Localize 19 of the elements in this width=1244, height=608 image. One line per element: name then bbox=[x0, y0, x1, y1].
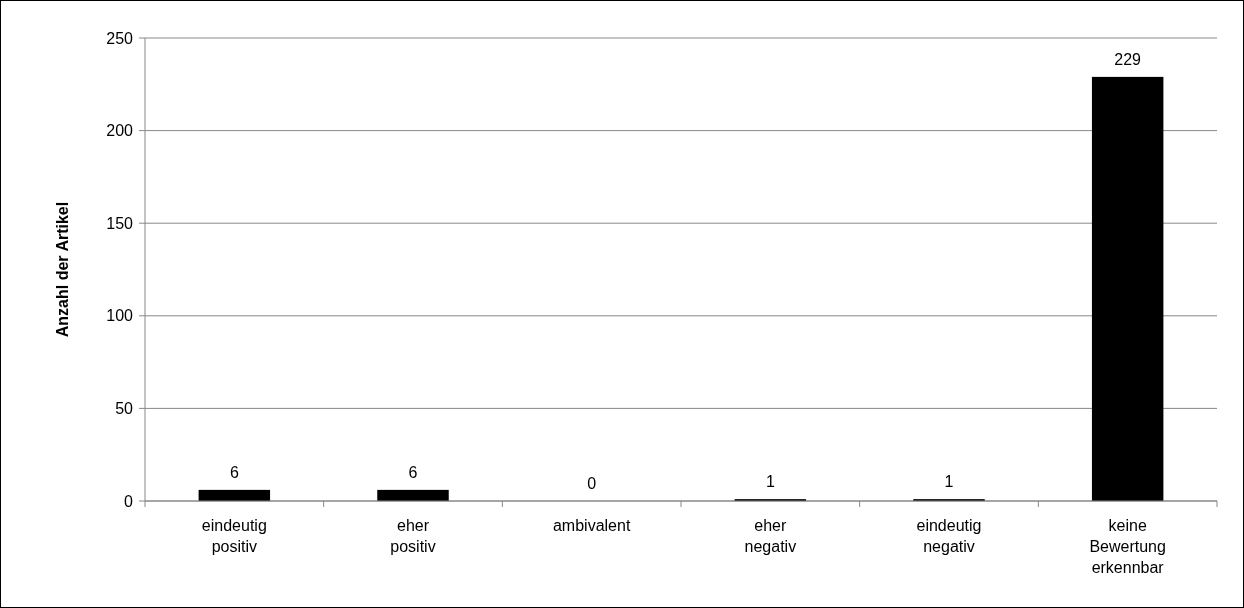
x-tick-label: ambivalent bbox=[552, 517, 631, 534]
x-tick-label: keine Bewertung erkennbar bbox=[1089, 517, 1166, 576]
y-axis-title: Anzahl der Artikel bbox=[54, 201, 71, 338]
y-tick-label: 250 bbox=[106, 29, 134, 47]
data-label: 6 bbox=[408, 463, 418, 481]
data-label: 1 bbox=[944, 473, 954, 491]
x-tick-label: eindeutig negativ bbox=[916, 517, 982, 555]
x-tick-label: eher positiv bbox=[390, 517, 436, 555]
data-label: 6 bbox=[229, 463, 239, 481]
y-tick-label: 200 bbox=[106, 122, 134, 140]
y-tick-label: 0 bbox=[124, 492, 134, 510]
data-label: 0 bbox=[587, 475, 597, 492]
x-tick-label: eher negativ bbox=[744, 517, 797, 555]
data-label: 1 bbox=[765, 473, 775, 491]
y-tick-label: 50 bbox=[115, 400, 134, 417]
x-tick-label: eindeutig positiv bbox=[201, 517, 267, 555]
y-tick-label: 100 bbox=[106, 307, 134, 325]
y-tick-label: 150 bbox=[106, 214, 134, 232]
data-label: 229 bbox=[1114, 50, 1142, 68]
